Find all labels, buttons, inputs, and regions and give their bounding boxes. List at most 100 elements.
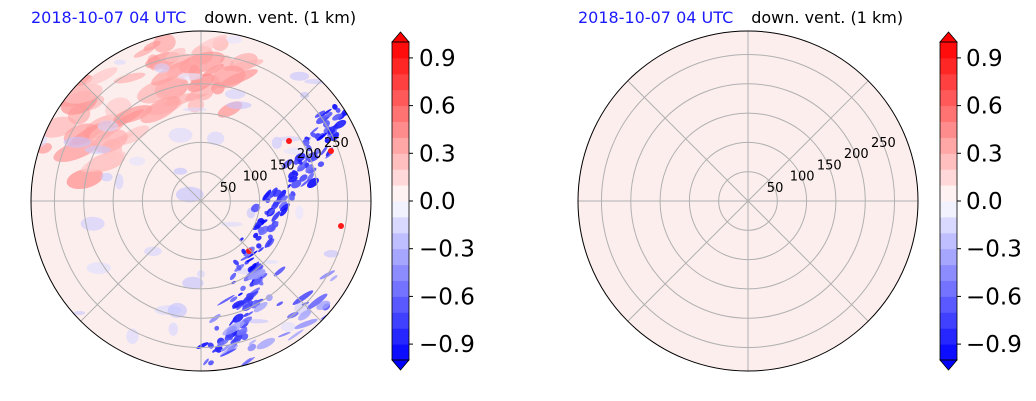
negative-cell [246, 257, 255, 263]
negative-cell [316, 115, 328, 125]
weak-negative-patch [168, 322, 179, 336]
colorbar-segment [392, 185, 409, 202]
negative-cell [262, 189, 272, 201]
negative-streak [265, 294, 273, 302]
colorbar-segment [940, 105, 957, 122]
negative-streak [277, 331, 291, 338]
negative-cell [288, 193, 295, 201]
positive-patch [202, 64, 224, 77]
range-ring-label: 200 [297, 147, 322, 162]
negative-streak [292, 290, 314, 306]
colorbar-tick-label: −0.9 [966, 332, 1022, 358]
weak-negative-patch [363, 287, 371, 294]
weak-negative-patch [300, 91, 310, 99]
negative-cell [255, 235, 262, 241]
negative-cell [229, 272, 237, 281]
negative-cell [229, 336, 233, 341]
colorbar-segment [940, 232, 957, 250]
colorbar-segment [392, 153, 409, 170]
range-ring-label: 150 [817, 158, 842, 173]
negative-cell [230, 337, 239, 345]
negative-cell [238, 292, 243, 296]
weak-negative-patch [167, 302, 187, 318]
negative-cell [305, 152, 318, 161]
radial-gridline [747, 80, 869, 202]
radial-gridline [200, 200, 322, 322]
colorbar-segment [392, 201, 409, 218]
colorbar-segment [392, 105, 409, 122]
colorbar-segment [392, 42, 409, 59]
negative-streak [247, 343, 257, 352]
colorbar-tick-label: 0.0 [419, 189, 456, 215]
radial-gridline [200, 80, 322, 202]
positive-patch [110, 109, 144, 129]
weak-negative-patch [168, 127, 193, 143]
colorbar-segment [392, 137, 409, 154]
negative-cell [217, 339, 229, 347]
colorbar-segment [940, 296, 957, 313]
weak-negative-patch [224, 89, 246, 99]
colorbar-tick-label: 0.0 [966, 189, 1003, 215]
negative-cell [299, 174, 308, 182]
colorbar-2: −0.9 −0.6 −0.3 0.0 0.3 0.6 0.9 [939, 31, 1022, 371]
negative-streak [273, 266, 286, 277]
negative-streak [253, 301, 268, 313]
negative-streak [217, 294, 235, 306]
radial-gridline [627, 200, 749, 322]
colorbar-tick-label: −0.6 [966, 284, 1022, 310]
negative-streak [236, 328, 248, 336]
positive-cell [328, 148, 334, 154]
negative-streak [306, 293, 328, 310]
negative-cell [258, 225, 269, 236]
negative-cell [256, 243, 262, 249]
positive-cell [338, 223, 344, 229]
weak-negative-patch [221, 221, 243, 227]
negative-cell [267, 208, 275, 216]
colorbar-segment [392, 264, 409, 281]
weak-negative-patch [323, 250, 339, 258]
colorbar-segment [392, 216, 409, 234]
weak-negative-patch [39, 348, 51, 353]
negative-streak [239, 290, 259, 306]
plot-border [577, 30, 919, 372]
negative-cell [310, 132, 317, 138]
colorbar-extend-min [939, 359, 958, 371]
weak-negative-patch [80, 216, 105, 231]
colorbar-segment [940, 264, 957, 281]
negative-cell [232, 313, 244, 323]
range-ring-label: 50 [220, 181, 237, 196]
panel2-date: 2018-10-07 04 UTC [578, 8, 734, 27]
positive-patch [66, 168, 104, 190]
negative-cell [276, 189, 287, 202]
negative-cell [250, 203, 261, 213]
colorbar-extend-max [939, 31, 958, 43]
positive-patch [140, 96, 181, 124]
radial-gridline [627, 80, 749, 202]
negative-cell [233, 259, 239, 266]
negative-streak [294, 318, 318, 330]
colorbar-segment [940, 89, 957, 107]
negative-streak [276, 301, 284, 307]
radial-gridline [80, 200, 202, 322]
colorbar-segment [940, 57, 957, 75]
range-ring-label: 50 [767, 181, 784, 196]
colorbar-segment [392, 121, 409, 138]
positive-patch [85, 67, 118, 86]
negative-streak [329, 275, 338, 282]
negative-cell [325, 152, 333, 159]
range-ring-label: 250 [871, 136, 896, 151]
colorbar-segment [940, 201, 957, 218]
negative-cell [278, 201, 288, 210]
colorbar-segment [392, 344, 409, 361]
colorbar-tick-label: −0.3 [966, 237, 1022, 263]
colorbar-segment [392, 57, 409, 75]
negative-cell [247, 250, 258, 259]
negative-streak [298, 309, 312, 321]
negative-cell [271, 211, 281, 222]
colorbar-tick-label: 0.9 [419, 46, 456, 72]
range-ring-label: 150 [270, 158, 295, 173]
colorbar-segment [392, 280, 409, 297]
negative-streak [256, 337, 276, 350]
negative-cell [236, 264, 242, 271]
